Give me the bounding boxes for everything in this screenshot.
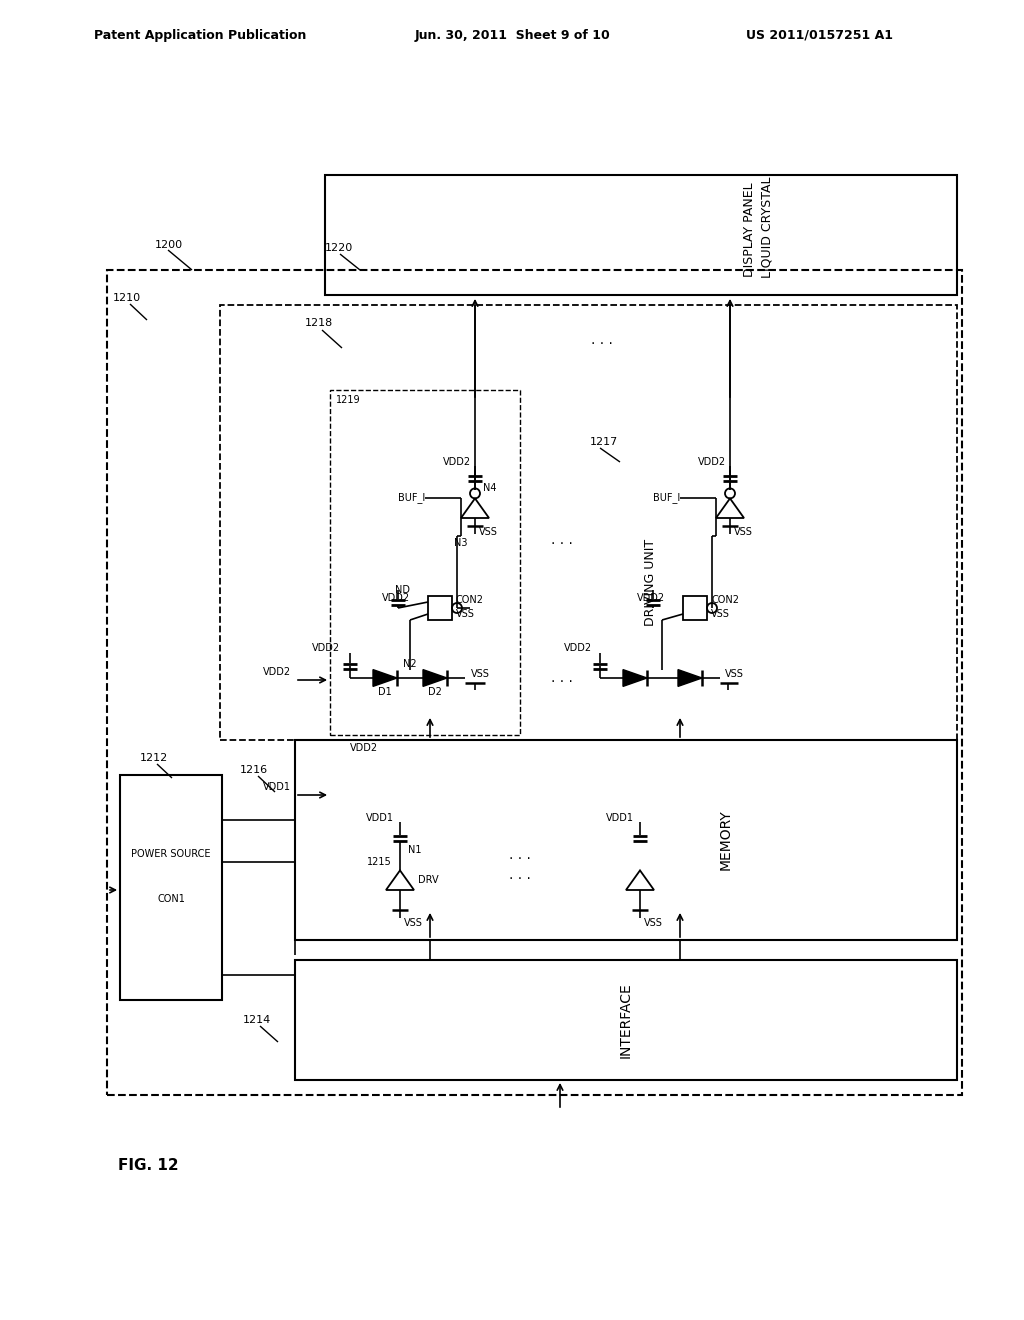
Text: BUF_I: BUF_I [652, 492, 680, 503]
Text: FIG. 12: FIG. 12 [118, 1158, 178, 1172]
Text: 1215: 1215 [368, 857, 392, 867]
Text: CON2: CON2 [456, 595, 484, 605]
Text: MEMORY: MEMORY [718, 809, 732, 870]
Text: VDD2: VDD2 [263, 667, 291, 677]
Text: VDD1: VDD1 [366, 813, 394, 822]
Bar [325, 176, 957, 294]
Text: N2: N2 [403, 659, 417, 669]
Text: . . .: . . . [551, 671, 573, 685]
Text: 1219: 1219 [336, 395, 360, 405]
Text: DRIVING UNIT: DRIVING UNIT [644, 539, 656, 626]
Bar [295, 741, 957, 940]
Text: US 2011/0157251 A1: US 2011/0157251 A1 [746, 29, 894, 41]
Text: VDD2: VDD2 [564, 643, 592, 653]
Text: 1212: 1212 [140, 752, 168, 763]
Text: D2: D2 [428, 686, 442, 697]
Text: CON1: CON1 [157, 894, 185, 904]
Text: 1216: 1216 [240, 766, 268, 775]
Text: 1220: 1220 [325, 243, 353, 253]
Text: VDD2: VDD2 [637, 593, 665, 603]
Text: 1217: 1217 [590, 437, 618, 447]
Text: . . .: . . . [509, 847, 530, 862]
Bar [120, 775, 222, 1001]
Text: VDD1: VDD1 [263, 781, 291, 792]
Text: Jun. 30, 2011  Sheet 9 of 10: Jun. 30, 2011 Sheet 9 of 10 [414, 29, 610, 41]
Polygon shape [678, 669, 702, 686]
Text: VDD2: VDD2 [350, 743, 378, 752]
Text: N1: N1 [408, 845, 422, 855]
Polygon shape [623, 669, 647, 686]
Text: . . .: . . . [509, 869, 530, 882]
Text: VSS: VSS [734, 527, 753, 537]
Text: VSS: VSS [725, 669, 743, 678]
Text: VSS: VSS [711, 609, 730, 619]
Bar [295, 960, 957, 1080]
Bar [220, 305, 957, 741]
Text: POWER SOURCE: POWER SOURCE [131, 849, 211, 859]
Text: VDD2: VDD2 [312, 643, 340, 653]
Bar [683, 597, 707, 620]
Text: 1218: 1218 [305, 318, 333, 327]
Bar [330, 389, 520, 735]
Text: VSS: VSS [404, 917, 423, 928]
Text: . . .: . . . [591, 333, 613, 347]
Text: VSS: VSS [644, 917, 663, 928]
Text: 1214: 1214 [243, 1015, 271, 1026]
Text: LIQUID CRYSTAL: LIQUID CRYSTAL [761, 177, 774, 277]
Text: VDD2: VDD2 [698, 457, 726, 467]
Text: DISPLAY PANEL: DISPLAY PANEL [742, 182, 756, 277]
Polygon shape [373, 669, 397, 686]
Text: BUF_I: BUF_I [397, 492, 425, 503]
Bar [428, 597, 452, 620]
Text: ND: ND [395, 585, 410, 595]
Text: VDD2: VDD2 [382, 593, 410, 603]
Text: N4: N4 [483, 483, 497, 492]
Text: N3: N3 [455, 539, 468, 548]
Text: 1200: 1200 [155, 240, 183, 249]
Text: 1210: 1210 [113, 293, 141, 304]
Text: VSS: VSS [471, 669, 489, 678]
Text: VSS: VSS [456, 609, 475, 619]
Bar [106, 271, 962, 1096]
Polygon shape [423, 669, 447, 686]
Text: CON2: CON2 [711, 595, 739, 605]
Text: VSS: VSS [479, 527, 498, 537]
Text: INTERFACE: INTERFACE [618, 982, 633, 1057]
Text: D1: D1 [378, 686, 392, 697]
Text: . . .: . . . [551, 533, 573, 546]
Text: Patent Application Publication: Patent Application Publication [94, 29, 306, 41]
Text: VDD1: VDD1 [606, 813, 634, 822]
Text: DRV: DRV [418, 875, 438, 884]
Text: VDD2: VDD2 [442, 457, 471, 467]
